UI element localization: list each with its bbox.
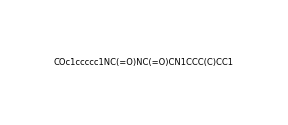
Text: COc1ccccc1NC(=O)NC(=O)CN1CCC(C)CC1: COc1ccccc1NC(=O)NC(=O)CN1CCC(C)CC1 xyxy=(54,58,234,67)
